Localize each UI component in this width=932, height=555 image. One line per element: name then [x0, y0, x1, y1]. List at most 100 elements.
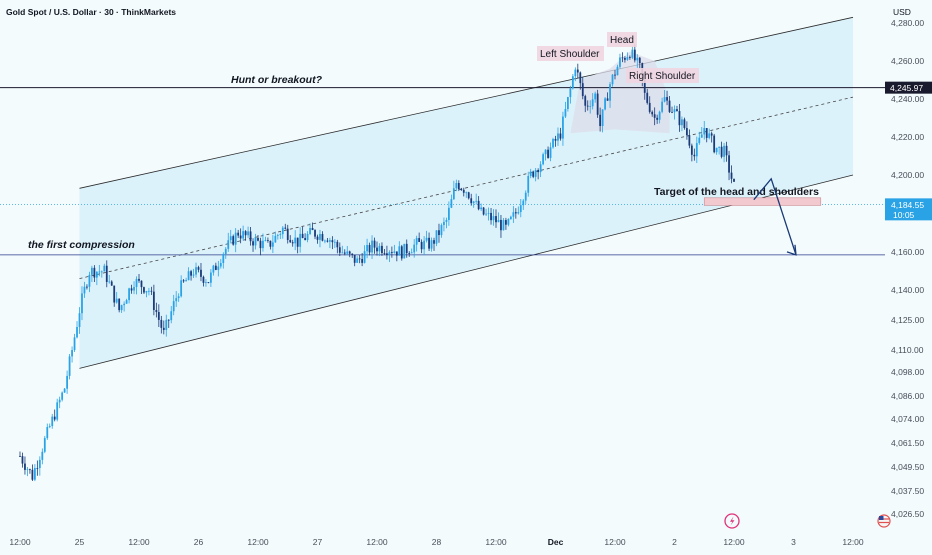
candle-body [294, 237, 297, 244]
us-flag-icon[interactable] [877, 514, 891, 528]
candle-body [666, 97, 668, 101]
candle-body [693, 154, 696, 157]
candle-body [187, 271, 190, 281]
candle-body [710, 133, 713, 136]
candle-body [61, 392, 64, 400]
candle-body [212, 265, 215, 273]
time-tick-label: 3 [791, 537, 796, 547]
candle-body [46, 427, 49, 439]
candle-body [338, 247, 341, 253]
candle-body [19, 456, 21, 457]
price-tick-label: 4,049.50 [891, 462, 924, 472]
candle-body [299, 233, 302, 247]
candle-body [619, 57, 621, 67]
candle-body [725, 145, 728, 156]
candle-body [562, 116, 564, 139]
candle-body [36, 468, 39, 469]
candle-body [304, 238, 307, 240]
candle-body [450, 199, 453, 208]
candle-body [190, 271, 192, 276]
time-tick-label: 12:00 [842, 537, 864, 547]
candle-body [267, 240, 269, 242]
candle-body [452, 188, 455, 200]
candle-body [276, 234, 279, 236]
candle-body [383, 252, 386, 254]
candle-body [475, 200, 478, 202]
candle-body [165, 319, 168, 330]
candle-body [408, 253, 411, 254]
candle-body [274, 235, 277, 243]
time-axis[interactable]: 12:00 25 12:00 26 12:00 27 12:00 28 12:00 Dec 12:0… [0, 535, 932, 550]
price-tick-label: 4,026.50 [891, 509, 924, 519]
candle-body [130, 288, 133, 291]
candle-body [219, 263, 222, 267]
candle-body [438, 230, 440, 236]
candle-body [306, 233, 309, 240]
candle-body [549, 147, 552, 158]
candle-body [202, 276, 205, 283]
candle-body [333, 241, 336, 243]
candle-body [673, 109, 676, 113]
candle-body [128, 288, 130, 301]
candle-body [676, 109, 678, 112]
candle-body [237, 232, 240, 236]
candle-body [71, 350, 73, 357]
candle-body [353, 254, 356, 263]
candle-body [477, 200, 480, 210]
candle-body [614, 74, 616, 76]
candle-body [328, 240, 331, 242]
annotation-right-shoulder-bg [626, 68, 699, 83]
candle-body [574, 69, 577, 77]
price-axis[interactable]: 4,026.50 4,037.50 4,049.50 4,061.50 4,074.00… [885, 0, 932, 550]
candle-body [495, 216, 497, 223]
currency-label[interactable]: USD [893, 7, 911, 17]
candle-body [209, 272, 212, 283]
candle-body [433, 240, 435, 244]
candle-body [51, 416, 54, 427]
candle-body [685, 128, 688, 136]
candle-body [115, 298, 118, 303]
candle-body [683, 119, 686, 129]
candle-body [472, 201, 475, 204]
candle-body [584, 96, 587, 106]
candle-body [172, 301, 175, 312]
candle-body [262, 240, 264, 249]
time-tick-label: 12:00 [247, 537, 269, 547]
candle-body [447, 207, 450, 220]
candle-body [502, 220, 505, 231]
candle-body [160, 319, 163, 328]
annotation-left-shoulder: Left Shoulder [540, 49, 600, 60]
candle-body [405, 243, 408, 254]
candle-body [224, 248, 227, 255]
candle-body [609, 84, 611, 101]
candle-body [428, 237, 430, 249]
candle-body [254, 237, 257, 246]
candle-body [249, 231, 252, 242]
candle-body [695, 143, 698, 157]
candle-body [113, 285, 116, 303]
candle-body [366, 244, 368, 252]
candle-body [403, 243, 406, 259]
candle-body [611, 74, 614, 85]
candle-body [544, 149, 547, 155]
candle-body [31, 469, 34, 480]
horizontal-levels [0, 87, 885, 256]
candle-body [319, 234, 321, 240]
candle-body [38, 459, 41, 469]
candle-body [177, 296, 180, 299]
candle-body [532, 171, 535, 177]
lightning-icon[interactable] [724, 513, 740, 529]
annotation-right-shoulder: Right Shoulder [629, 71, 696, 82]
candle-body [259, 240, 262, 249]
candle-body [316, 236, 319, 240]
candle-body [217, 266, 220, 270]
candle-body [604, 98, 606, 110]
candle-body [227, 240, 230, 249]
candle-body [529, 171, 532, 176]
candle-body [698, 137, 701, 144]
candle-body [155, 309, 158, 313]
candle-body [24, 463, 26, 470]
candle-body [381, 245, 383, 253]
